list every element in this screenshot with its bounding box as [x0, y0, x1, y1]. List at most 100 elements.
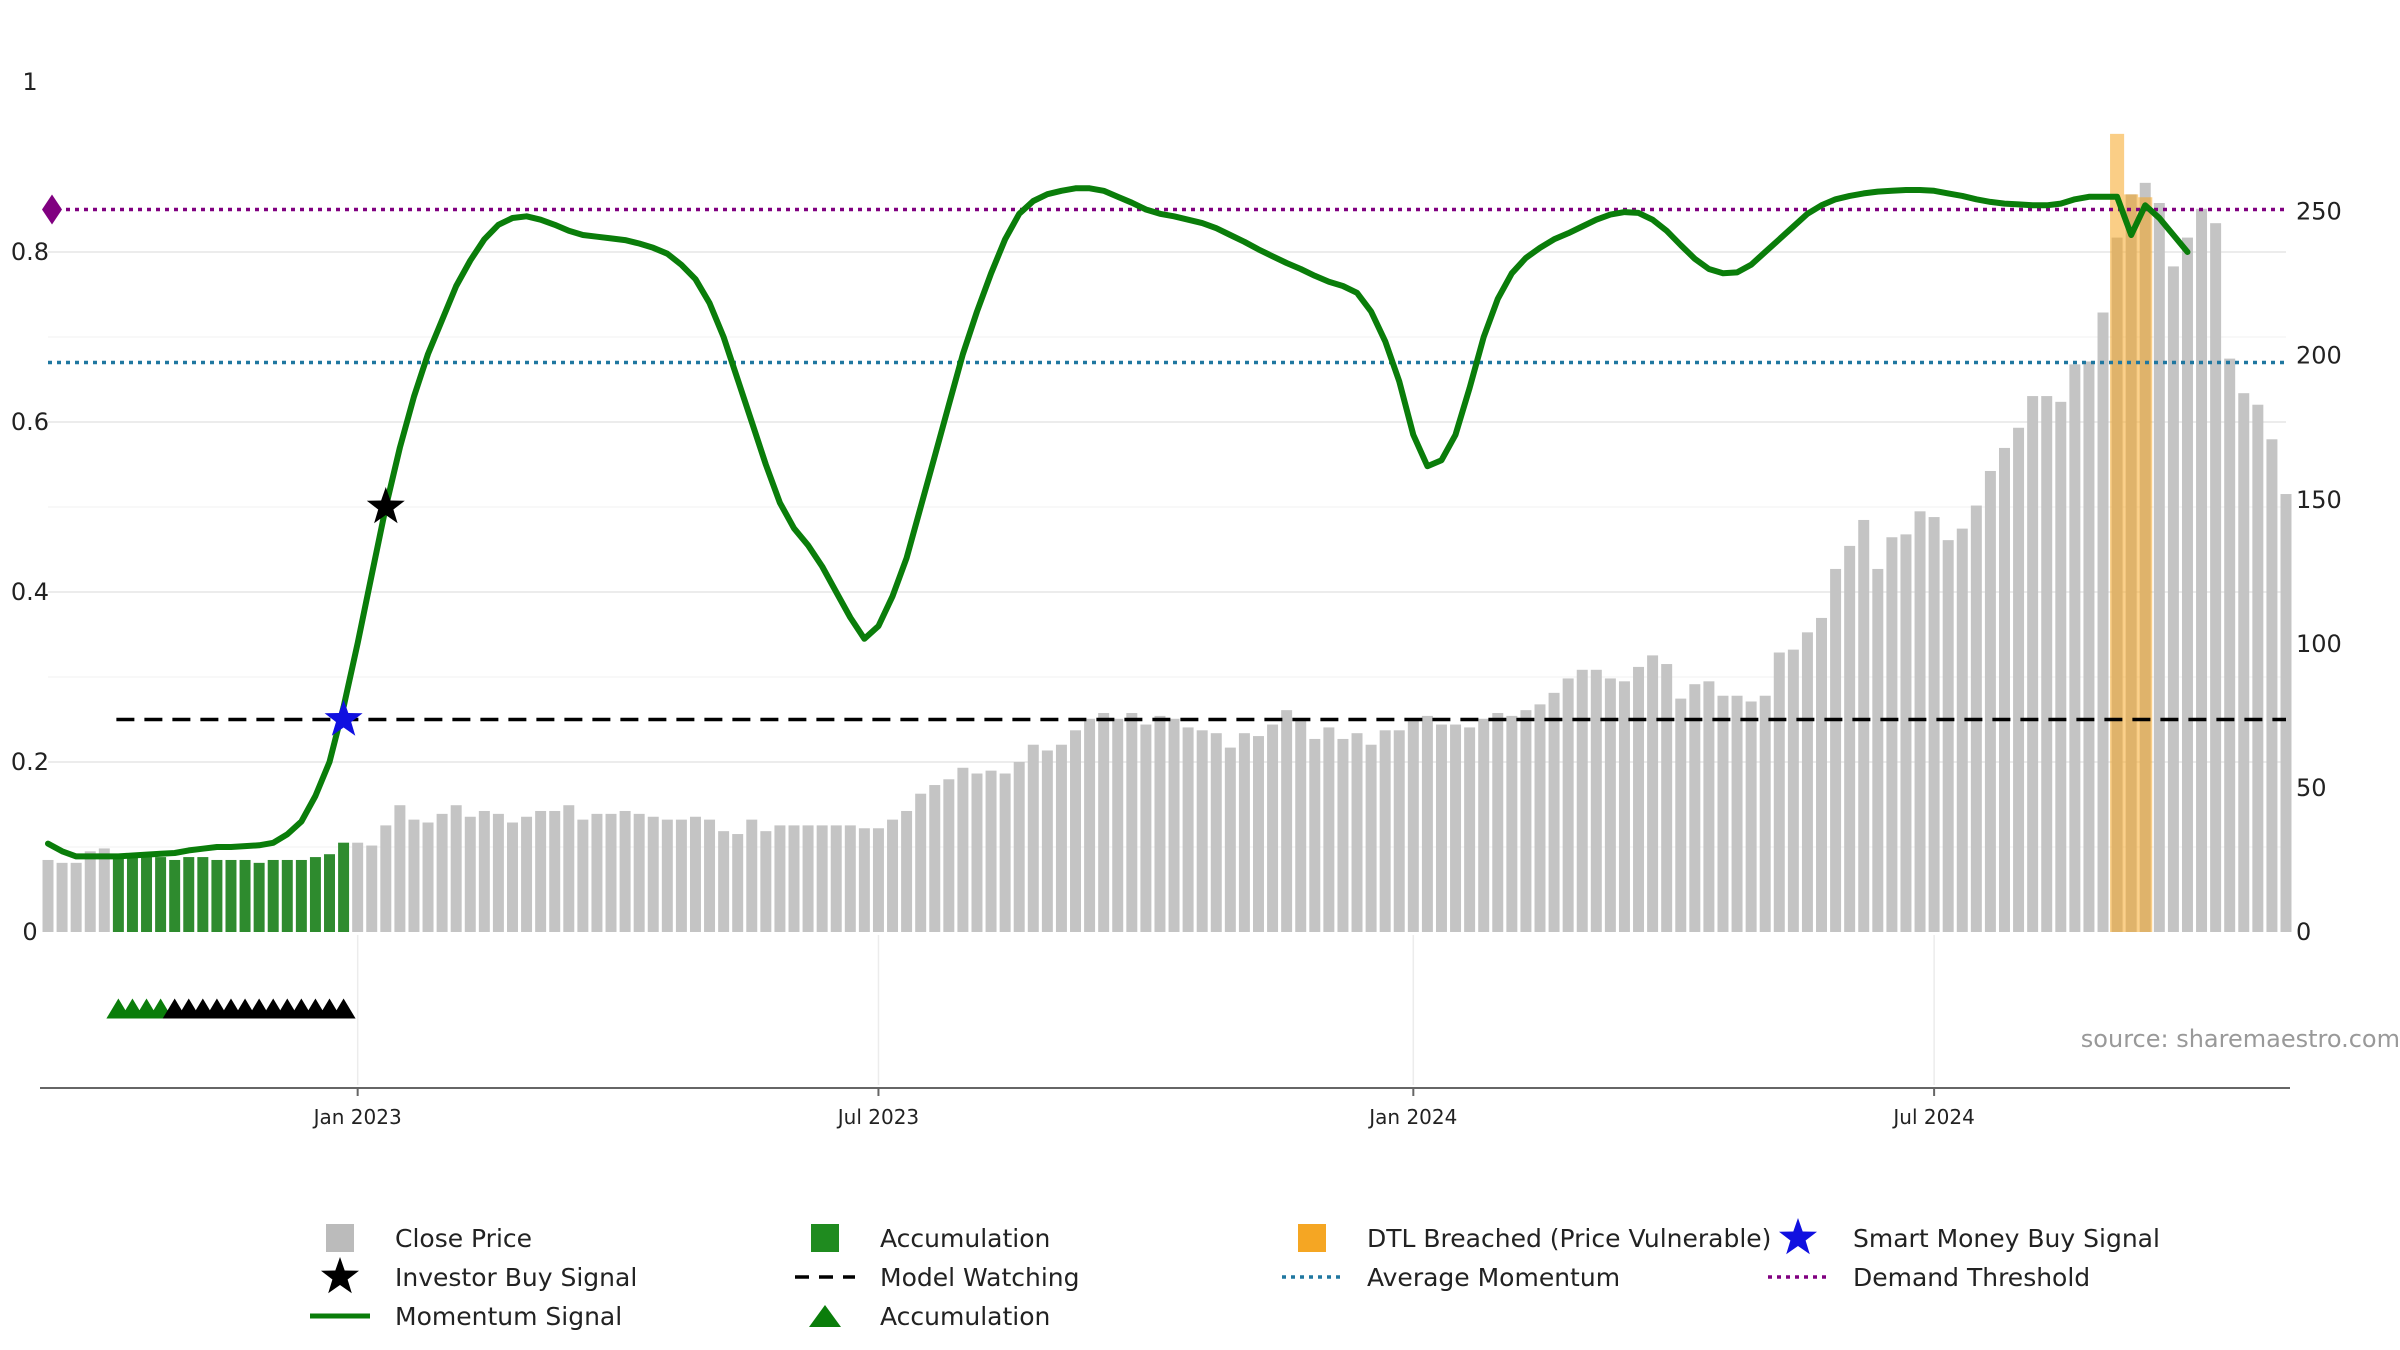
close-price-bar	[1787, 649, 1799, 932]
close-price-bar	[1618, 681, 1630, 932]
right-axis-tick-label: 200	[2296, 342, 2342, 370]
signal-markers	[106, 487, 405, 1019]
close-price-bar	[2280, 494, 2292, 932]
legend-item: Accumulation	[809, 1302, 1050, 1331]
legend-label: Accumulation	[880, 1224, 1050, 1253]
close-price-bar	[1956, 528, 1968, 932]
close-price-bar	[422, 822, 434, 932]
close-price-bar	[1337, 738, 1349, 932]
close-price-bar	[887, 819, 899, 932]
close-price-bar	[858, 828, 870, 932]
close-price-bar	[1435, 724, 1447, 932]
close-price-bar	[2153, 203, 2165, 932]
accumulation-bar	[197, 857, 209, 932]
accumulation-bar	[239, 859, 251, 932]
close-price-bar	[2027, 396, 2039, 932]
close-price-bar	[1984, 470, 1996, 932]
dtl-breached-bars	[2110, 133, 2153, 933]
close-price-bar	[1253, 736, 1264, 932]
close-price-bar	[1126, 713, 1138, 932]
close-price-bar	[1070, 730, 1081, 932]
close-price-bar	[1900, 534, 1912, 932]
close-price-bar	[872, 828, 884, 932]
close-price-bar	[1154, 715, 1166, 932]
close-price-bar	[605, 813, 617, 932]
close-price-bar	[1576, 669, 1588, 932]
close-price-bar	[2055, 401, 2067, 932]
close-price-bar	[675, 819, 687, 932]
close-price-bar	[1351, 733, 1363, 932]
x-axis-tick-label: Jul 2023	[836, 1105, 919, 1129]
close-price-bar	[436, 813, 448, 932]
gridlines	[48, 251, 2286, 1085]
close-price-bar	[1295, 718, 1307, 932]
accumulation-bar	[141, 854, 153, 932]
close-price-bar	[689, 816, 701, 932]
accumulation-bar	[126, 854, 138, 932]
close-price-bar	[633, 813, 645, 932]
close-price-bar	[929, 785, 941, 932]
close-price-bar	[2069, 364, 2081, 932]
close-price-bar	[1731, 695, 1743, 932]
close-price-bar	[1210, 733, 1222, 932]
accumulation-bar	[169, 859, 181, 932]
close-price-bar	[521, 816, 533, 932]
legend-swatch	[811, 1224, 839, 1252]
close-price-bar	[1267, 724, 1279, 932]
source-label: source: sharemaestro.com	[2081, 1025, 2400, 1053]
close-price-bar	[366, 845, 378, 932]
close-price-bar	[760, 831, 772, 932]
close-price-bar	[1717, 695, 1729, 932]
dtl-breached-bar	[2124, 194, 2139, 933]
close-price-bar	[915, 793, 927, 932]
legend-label: Accumulation	[880, 1302, 1050, 1331]
close-price-bar	[2181, 237, 2193, 933]
accumulation-bar	[155, 857, 167, 932]
axes: 0 0.2 0.4 0.6 0.8 1 0 50 100 150 200 250 Jan 2023 Jul…	[11, 68, 2342, 1129]
legend-triangle	[809, 1305, 841, 1327]
close-price-bar	[1013, 762, 1025, 932]
accumulation-bar	[225, 859, 237, 932]
close-price-bar	[1604, 678, 1616, 932]
close-price-bar	[971, 773, 983, 932]
right-axis-tick-label: 250	[2296, 198, 2342, 226]
close-price-bar	[1703, 681, 1715, 932]
legend-item: Momentum Signal	[310, 1302, 622, 1331]
legend-label: Close Price	[395, 1224, 532, 1253]
close-price-bar	[1942, 540, 1954, 932]
accumulation-bar	[338, 842, 350, 932]
close-price-bar	[661, 819, 673, 932]
dtl-breached-bar	[2138, 197, 2153, 932]
close-price-bar	[394, 805, 406, 932]
legend-label: Smart Money Buy Signal	[1853, 1224, 2160, 1253]
close-price-bar	[2083, 361, 2095, 932]
close-price-bar	[844, 825, 856, 932]
close-price-bar	[1590, 669, 1602, 932]
close-price-bar	[1450, 724, 1462, 932]
legend-item: Accumulation	[811, 1224, 1050, 1253]
close-price-bar	[704, 819, 716, 932]
close-price-bar	[1506, 715, 1518, 932]
close-price-bar	[746, 819, 758, 932]
right-axis-tick-label: 50	[2296, 774, 2327, 802]
demand-threshold-marker	[42, 194, 62, 225]
close-price-bar	[802, 825, 814, 932]
close-price-bar	[1844, 545, 1856, 932]
close-price-bar	[2224, 358, 2236, 932]
close-price-bar	[1689, 684, 1701, 932]
legend: Close Price Accumulation DTL Breached (Pri…	[310, 1218, 2160, 1331]
close-price-bar	[1858, 519, 1870, 932]
close-price-bar	[901, 810, 913, 932]
close-price-bar	[1816, 617, 1827, 932]
close-price-bar	[1168, 718, 1180, 932]
close-price-bar	[830, 825, 842, 932]
left-axis-tick-label: 0	[22, 918, 37, 946]
signal-triangle	[331, 998, 356, 1019]
close-price-bar	[1098, 713, 1110, 932]
close-price-bars	[42, 182, 2292, 933]
accumulation-bar	[253, 862, 265, 932]
close-price-bar	[816, 825, 828, 932]
legend-label: Demand Threshold	[1853, 1263, 2090, 1292]
close-price-bar	[1393, 730, 1405, 932]
